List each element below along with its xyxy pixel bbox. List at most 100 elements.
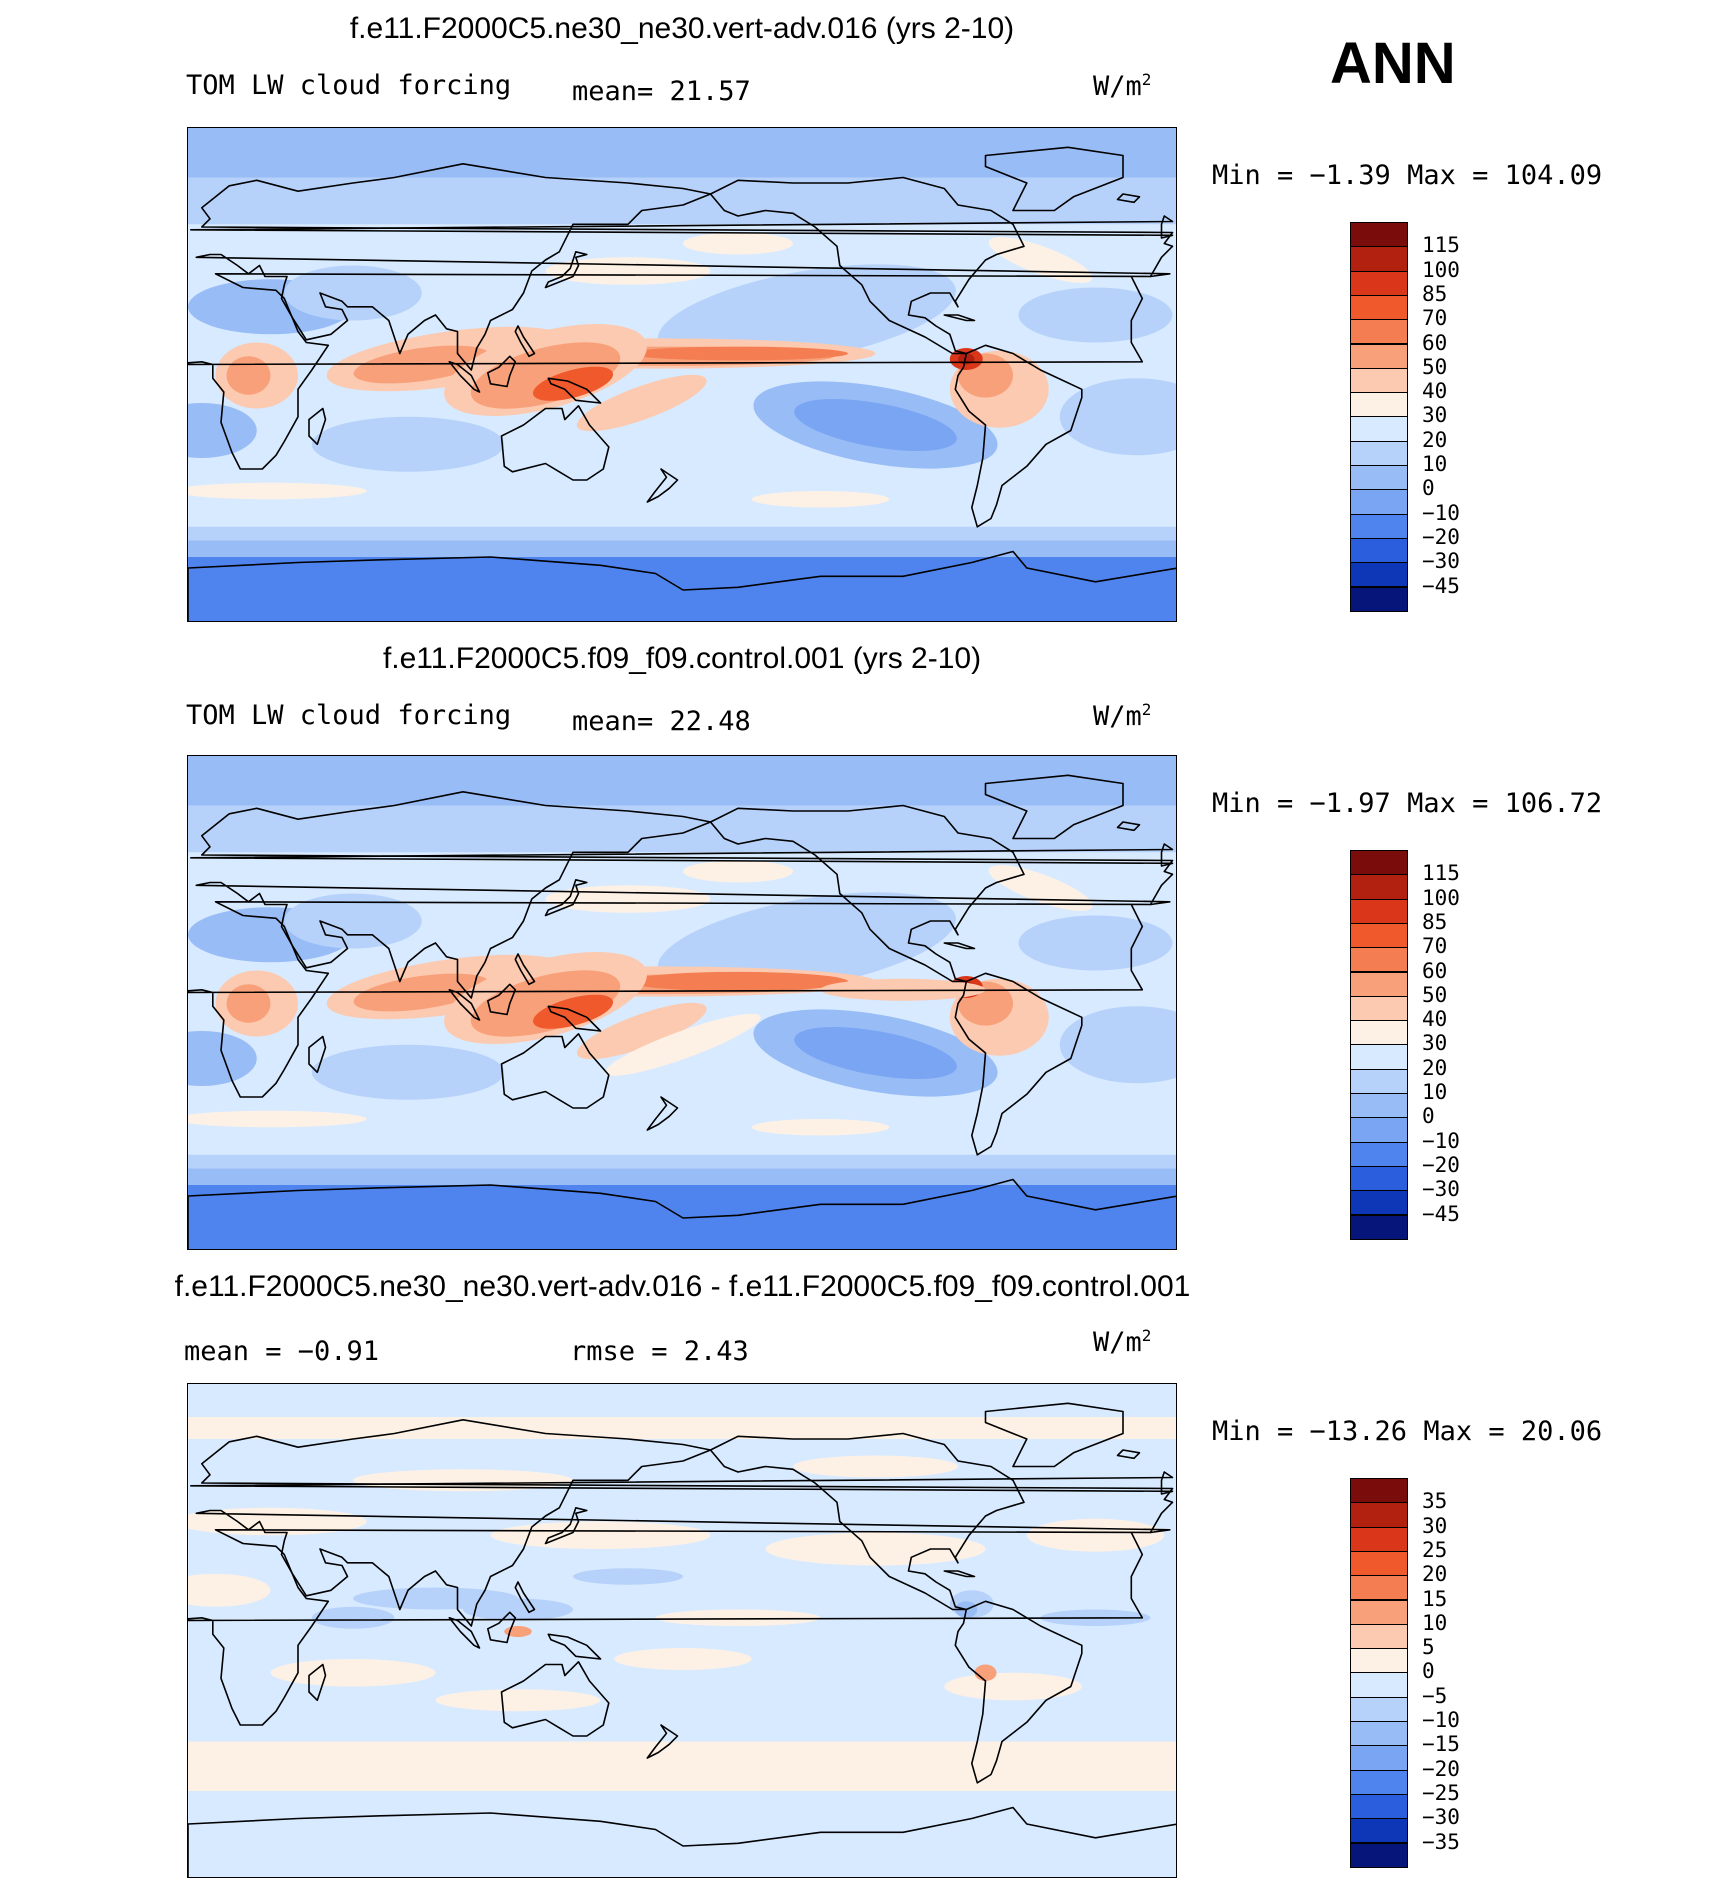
colorbar-tick-label: −45 (1422, 1201, 1460, 1226)
field-contour (1018, 915, 1173, 971)
panel-2-mean-label: mean= 22.48 (572, 706, 751, 737)
colorbar-tick-label: −15 (1422, 1732, 1460, 1757)
panel-1-units: W/m2 (1093, 70, 1152, 102)
colorbar-box (1350, 971, 1408, 997)
colorbar-tick-label: −30 (1422, 1177, 1460, 1202)
colorbar-box (1350, 1575, 1408, 1601)
colorbar-box (1350, 1599, 1408, 1625)
coastline-japan (544, 1507, 588, 1545)
colorbar-box (1350, 1093, 1408, 1119)
coastline-namerica (709, 176, 1025, 355)
coastline-africa (188, 1529, 1152, 1726)
coastline-japan (544, 251, 588, 289)
field-contour (470, 342, 621, 409)
panel-3-map (187, 1383, 1177, 1878)
colorbar-tick-label: 20 (1422, 427, 1448, 452)
field-contour (545, 257, 711, 285)
colorbar-tick-label: 25 (1422, 1537, 1448, 1562)
field-contour (311, 1044, 505, 1100)
coastline-sumatra (448, 1617, 481, 1649)
field-contour (311, 416, 505, 472)
coastline-japan (544, 879, 588, 917)
field-contour (226, 984, 271, 1023)
panel-1-minmax: Min = −1.39 Max = 104.09 (1212, 160, 1603, 191)
colorbar-tick-label: −25 (1422, 1780, 1460, 1805)
coastline-madagascar (308, 1663, 327, 1702)
colorbar-box (1350, 1141, 1408, 1167)
coastline-cuba (943, 1570, 976, 1578)
coastline-antarctica (188, 550, 1176, 621)
colorbar-box (1350, 319, 1408, 345)
colorbar-box (1350, 392, 1408, 418)
coastline-uk (189, 843, 1174, 867)
field-contour (284, 893, 422, 949)
field-contour (605, 1013, 761, 1076)
coastline-borneo (486, 355, 517, 388)
field-layer (188, 756, 1176, 1249)
colorbar-box (1350, 1793, 1408, 1820)
coastline-iceland (1116, 1449, 1141, 1460)
season-label: ANN (1330, 31, 1456, 96)
panel-3-title: f.e11.F2000C5.ne30_ne30.vert-adv.016 - f… (174, 1270, 1191, 1303)
field-contour (188, 1031, 257, 1086)
field-band (188, 177, 1176, 225)
colorbar-tick-label: −20 (1422, 1756, 1460, 1781)
coastline-africa (188, 273, 1152, 470)
colorbar-box (1350, 343, 1408, 369)
coastline-philippines (514, 1581, 536, 1614)
colorbar-tick-label: 20 (1422, 1562, 1448, 1587)
field-contour (470, 970, 621, 1037)
colorbar-box (1350, 270, 1408, 296)
colorbar-box (1350, 1550, 1408, 1577)
panel-1-map-field (188, 128, 1176, 621)
panel-1-map (187, 127, 1177, 622)
colorbar-tick-label: −5 (1422, 1683, 1448, 1708)
colorbar-box (1350, 465, 1408, 491)
coastline-cuba (943, 314, 976, 322)
colorbar-tick-label: 40 (1422, 379, 1448, 404)
field-contour (188, 1573, 271, 1607)
coastline-greenland (984, 1402, 1124, 1468)
coastline-sumatra (448, 989, 481, 1021)
field-contour (1018, 287, 1173, 343)
field-contour (794, 399, 957, 451)
coastline-australia (500, 1660, 610, 1737)
coastline-eurasia (195, 162, 1174, 371)
field-contour (576, 374, 707, 432)
colorbar-box (1350, 1068, 1408, 1094)
colorbar-tick-label: 70 (1422, 306, 1448, 331)
coastline-australia (500, 1032, 610, 1109)
colorbar-box (1350, 947, 1408, 973)
field-layer (188, 128, 1176, 621)
colorbar-tick-label: −30 (1422, 1805, 1460, 1830)
colorbar-tick-label: −10 (1422, 1128, 1460, 1153)
colorbar-tick-label: 50 (1422, 982, 1448, 1007)
field-contour (188, 482, 367, 500)
coastline-borneo (486, 983, 517, 1016)
colorbar-tick-label: −10 (1422, 1708, 1460, 1732)
panel-1-title: f.e11.F2000C5.ne30_ne30.vert-adv.016 (yr… (349, 12, 1015, 45)
field-contour (576, 1002, 707, 1060)
colorbar-tick-label: 30 (1422, 403, 1448, 428)
colorbar-tick-label: 70 (1422, 934, 1448, 959)
colorbar-box (1350, 874, 1408, 900)
colorbar-box (1350, 1696, 1408, 1722)
field-contour (435, 1689, 601, 1712)
field-contour (751, 491, 890, 508)
colorbar-box (1350, 1818, 1408, 1844)
colorbar-tick-label: 35 (1422, 1489, 1448, 1514)
panel-3-minmax: Min = −13.26 Max = 20.06 (1212, 1416, 1603, 1447)
coastlines (188, 146, 1176, 621)
colorbar-tick-label: −20 (1422, 1152, 1460, 1177)
colorbar-tick-label: 50 (1422, 354, 1448, 379)
colorbar-tick-label: 60 (1422, 958, 1448, 983)
colorbar-tick-label: 60 (1422, 330, 1448, 355)
panel-2-variable-label: TOM LW cloud forcing (186, 700, 512, 731)
coastline-greenland (984, 146, 1124, 212)
field-contour (188, 403, 257, 458)
colorbar-box (1350, 1623, 1408, 1650)
colorbar-tick-label: 115 (1422, 233, 1460, 258)
field-contour (226, 356, 271, 395)
colorbar-tick-label: −10 (1422, 500, 1460, 525)
coastline-antarctica (188, 1178, 1176, 1249)
